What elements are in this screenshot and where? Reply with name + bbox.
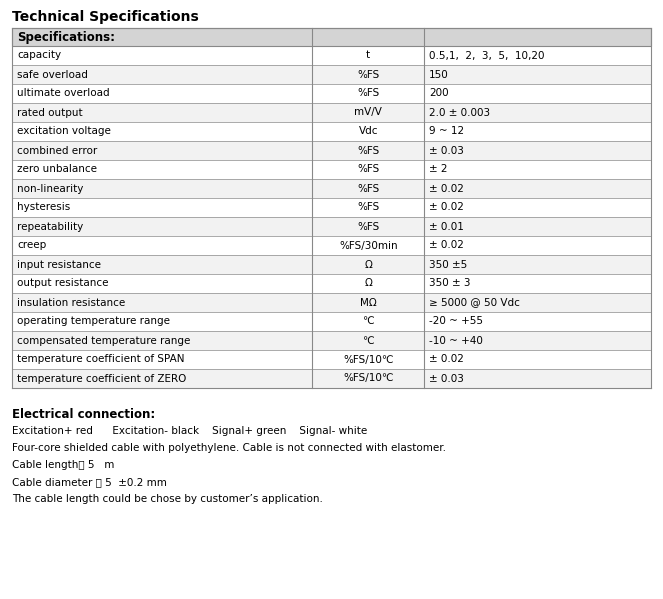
Text: ± 0.03: ± 0.03 xyxy=(429,374,464,383)
Text: ± 0.02: ± 0.02 xyxy=(429,241,464,250)
Bar xyxy=(12,103,651,122)
Text: ± 0.02: ± 0.02 xyxy=(429,202,464,213)
Text: Excitation+ red      Excitation- black    Signal+ green    Signal- white: Excitation+ red Excitation- black Signal… xyxy=(12,426,367,436)
Text: ± 0.03: ± 0.03 xyxy=(429,146,464,156)
Bar xyxy=(12,160,651,179)
Text: %FS: %FS xyxy=(357,69,379,80)
Text: Ω: Ω xyxy=(364,279,372,289)
Text: ± 2: ± 2 xyxy=(429,165,448,174)
Text: hysteresis: hysteresis xyxy=(17,202,70,213)
Bar xyxy=(12,198,651,217)
Bar xyxy=(12,293,651,312)
Text: ultimate overload: ultimate overload xyxy=(17,89,109,98)
Text: rated output: rated output xyxy=(17,107,83,117)
Text: operating temperature range: operating temperature range xyxy=(17,316,170,326)
Bar xyxy=(12,369,651,388)
Text: ± 0.02: ± 0.02 xyxy=(429,183,464,193)
Text: excitation voltage: excitation voltage xyxy=(17,126,111,137)
Bar xyxy=(12,274,651,293)
Text: %FS: %FS xyxy=(357,146,379,156)
Text: Specifications:: Specifications: xyxy=(17,31,115,44)
Bar xyxy=(12,46,651,65)
Text: Technical Specifications: Technical Specifications xyxy=(12,10,199,24)
Text: compensated temperature range: compensated temperature range xyxy=(17,335,190,346)
Text: Vdc: Vdc xyxy=(359,126,378,137)
Text: repeatability: repeatability xyxy=(17,222,84,231)
Text: capacity: capacity xyxy=(17,50,61,60)
Text: mV/V: mV/V xyxy=(354,107,382,117)
Bar xyxy=(12,217,651,236)
Text: 2.0 ± 0.003: 2.0 ± 0.003 xyxy=(429,107,490,117)
Text: t: t xyxy=(366,50,371,60)
Text: combined error: combined error xyxy=(17,146,97,156)
Text: 200: 200 xyxy=(429,89,449,98)
Text: Four-core shielded cable with polyethylene. Cable is not connected with elastome: Four-core shielded cable with polyethyle… xyxy=(12,443,446,453)
Bar xyxy=(12,350,651,369)
Text: insulation resistance: insulation resistance xyxy=(17,298,125,307)
Text: 0.5,1,  2,  3,  5,  10,20: 0.5,1, 2, 3, 5, 10,20 xyxy=(429,50,545,60)
Text: -10 ~ +40: -10 ~ +40 xyxy=(429,335,483,346)
Text: Cable length： 5   m: Cable length： 5 m xyxy=(12,460,115,470)
Text: 350 ± 3: 350 ± 3 xyxy=(429,279,471,289)
Bar xyxy=(12,236,651,255)
Bar xyxy=(12,255,651,274)
Text: 350 ±5: 350 ±5 xyxy=(429,259,467,270)
Bar xyxy=(12,312,651,331)
Bar xyxy=(12,122,651,141)
Text: ℃: ℃ xyxy=(363,335,374,346)
Text: temperature coefficient of ZERO: temperature coefficient of ZERO xyxy=(17,374,186,383)
Text: output resistance: output resistance xyxy=(17,279,109,289)
Text: %FS: %FS xyxy=(357,222,379,231)
Text: safe overload: safe overload xyxy=(17,69,88,80)
Text: %FS: %FS xyxy=(357,183,379,193)
Text: %FS: %FS xyxy=(357,202,379,213)
Text: zero unbalance: zero unbalance xyxy=(17,165,97,174)
Bar xyxy=(12,331,651,350)
Text: 9 ~ 12: 9 ~ 12 xyxy=(429,126,464,137)
Text: ± 0.02: ± 0.02 xyxy=(429,355,464,365)
Text: Ω: Ω xyxy=(364,259,372,270)
Text: input resistance: input resistance xyxy=(17,259,101,270)
Text: temperature coefficient of SPAN: temperature coefficient of SPAN xyxy=(17,355,184,365)
Text: Electrical connection:: Electrical connection: xyxy=(12,408,155,421)
Text: 150: 150 xyxy=(429,69,449,80)
Text: Cable diameter ： 5  ±0.2 mm: Cable diameter ： 5 ±0.2 mm xyxy=(12,477,167,487)
Bar xyxy=(12,141,651,160)
Text: %FS/30min: %FS/30min xyxy=(339,241,398,250)
Text: non-linearity: non-linearity xyxy=(17,183,84,193)
Text: %FS: %FS xyxy=(357,89,379,98)
Bar xyxy=(12,28,651,46)
Bar xyxy=(12,65,651,84)
Text: %FS/10℃: %FS/10℃ xyxy=(343,355,394,365)
Text: creep: creep xyxy=(17,241,46,250)
Text: -20 ~ +55: -20 ~ +55 xyxy=(429,316,483,326)
Bar xyxy=(12,179,651,198)
Text: ℃: ℃ xyxy=(363,316,374,326)
Text: %FS: %FS xyxy=(357,165,379,174)
Text: %FS/10℃: %FS/10℃ xyxy=(343,374,394,383)
Text: The cable length could be chose by customer’s application.: The cable length could be chose by custo… xyxy=(12,494,323,504)
Text: MΩ: MΩ xyxy=(360,298,377,307)
Bar xyxy=(12,84,651,103)
Text: ≥ 5000 @ 50 Vdc: ≥ 5000 @ 50 Vdc xyxy=(429,298,520,307)
Text: ± 0.01: ± 0.01 xyxy=(429,222,464,231)
